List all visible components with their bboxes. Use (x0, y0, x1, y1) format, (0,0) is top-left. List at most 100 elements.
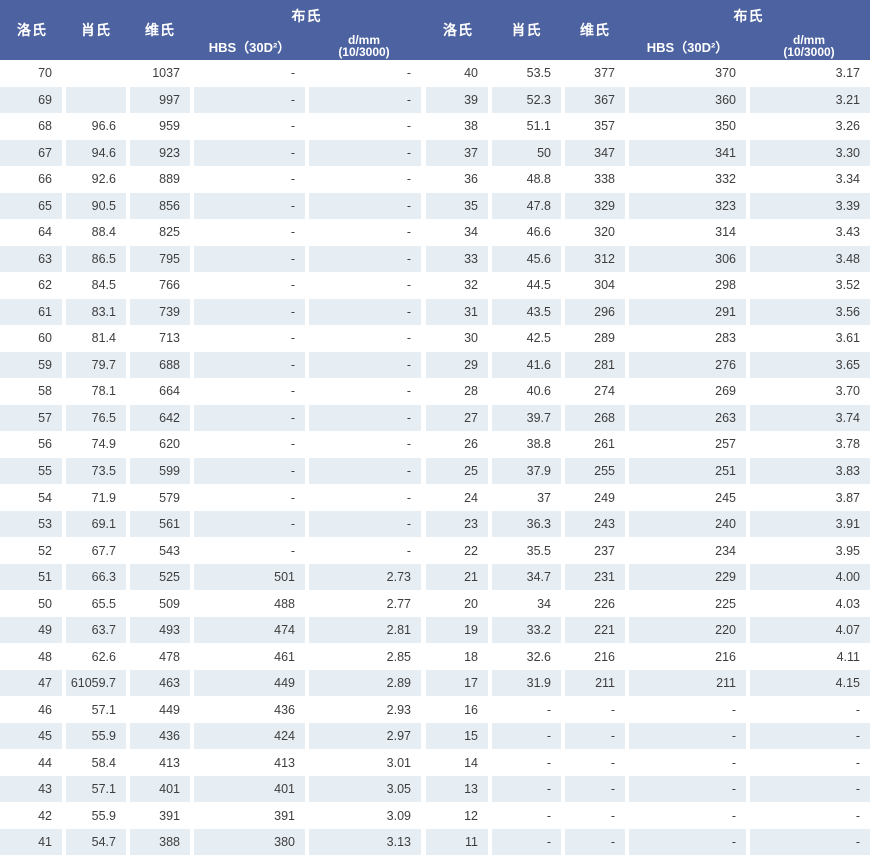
cell-vickers: 289 (561, 325, 627, 352)
cell-shore: 36.3 (488, 510, 563, 538)
cell-dmm: 3.17 (746, 60, 870, 87)
cell-shore: 74.9 (62, 431, 128, 458)
cell-dmm: - (305, 378, 421, 405)
table-row: 31 43.5 296 291 3.56 (426, 298, 870, 326)
cell-dmm: - (746, 802, 870, 829)
cell-shore: 44.5 (488, 272, 563, 299)
cell-rockwell: 42 (0, 802, 64, 829)
cell-shore: 35.5 (488, 537, 563, 564)
cell-vickers: 543 (126, 537, 192, 564)
table-row: 52 67.7 543 - - (0, 537, 421, 564)
cell-shore: 67.7 (62, 537, 128, 564)
cell-hbs: - (625, 749, 748, 776)
brinell-subheaders: HBS（30D²） d/mm (10/3000) (627, 26, 870, 60)
col-header-vickers: 维氏 (145, 22, 175, 38)
table-row: 70 1037 - - (0, 60, 421, 87)
cell-rockwell: 30 (426, 325, 490, 352)
table-row: 62 84.5 766 - - (0, 272, 421, 299)
cell-rockwell: 58 (0, 378, 64, 405)
cell-dmm: - (305, 166, 421, 193)
cell-rockwell: 57 (0, 404, 64, 432)
cell-rockwell: 31 (426, 298, 490, 326)
cell-rockwell: 59 (0, 351, 64, 379)
cell-vickers: 221 (561, 616, 627, 644)
table-row: 51 66.3 525 501 2.73 (0, 563, 421, 591)
cell-rockwell: 54 (0, 484, 64, 511)
table-row: 26 38.8 261 257 3.78 (426, 431, 870, 458)
cell-hbs: 323 (625, 192, 748, 220)
cell-hbs: - (190, 325, 307, 352)
cell-hbs: 401 (190, 775, 307, 803)
cell-rockwell: 20 (426, 590, 490, 617)
dmm-load-spec: (10/3000) (338, 45, 390, 60)
cell-vickers: 211 (561, 669, 627, 697)
cell-shore: 52.3 (488, 86, 563, 114)
cell-shore: 62.6 (62, 643, 128, 670)
cell-hbs: 220 (625, 616, 748, 644)
cell-hbs: - (190, 192, 307, 220)
cell-shore: 65.5 (62, 590, 128, 617)
table-row: 15 - - - - (426, 722, 870, 750)
cell-vickers: 255 (561, 457, 627, 485)
cell-shore: 58.4 (62, 749, 128, 776)
cell-hbs: 240 (625, 510, 748, 538)
table-row: 21 34.7 231 229 4.00 (426, 563, 870, 591)
table-row: 42 55.9 391 391 3.09 (0, 802, 421, 829)
cell-shore (62, 86, 128, 114)
cell-rockwell: 48 (0, 643, 64, 670)
dmm-label: d/mm (792, 33, 825, 48)
cell-shore: 34 (488, 590, 563, 617)
col-header-rockwell: 洛氏 (17, 22, 47, 38)
cell-shore: 69.1 (62, 510, 128, 538)
cell-vickers: 347 (561, 139, 627, 167)
cell-rockwell: 22 (426, 537, 490, 564)
cell-rockwell: 18 (426, 643, 490, 670)
cell-rockwell: 44 (0, 749, 64, 776)
cell-dmm: 3.95 (746, 537, 870, 564)
table-row: 11 - - - - (426, 828, 870, 856)
cell-vickers: - (561, 775, 627, 803)
cell-shore: 51.1 (488, 113, 563, 140)
table-row: 65 90.5 856 - - (0, 192, 421, 220)
cell-dmm: 3.01 (305, 749, 421, 776)
cell-dmm: - (305, 245, 421, 273)
cell-dmm: - (305, 298, 421, 326)
cell-dmm: 2.97 (305, 722, 421, 750)
table-row: 39 52.3 367 360 3.21 (426, 86, 870, 114)
cell-hbs: - (625, 696, 748, 723)
cell-shore: 79.7 (62, 351, 128, 379)
cell-vickers: 579 (126, 484, 192, 511)
table-row: 20 34 226 225 4.03 (426, 590, 870, 617)
cell-vickers: 766 (126, 272, 192, 299)
cell-dmm: 4.00 (746, 563, 870, 591)
cell-rockwell: 24 (426, 484, 490, 511)
cell-shore: 57.1 (62, 696, 128, 723)
table-row: 33 45.6 312 306 3.48 (426, 245, 870, 273)
cell-hbs: 245 (625, 484, 748, 511)
cell-dmm: - (305, 431, 421, 458)
cell-hbs: 263 (625, 404, 748, 432)
cell-shore: 76.5 (62, 404, 128, 432)
cell-dmm: 3.87 (746, 484, 870, 511)
cell-hbs: - (190, 272, 307, 299)
cell-shore: 61059.7 (62, 669, 128, 697)
cell-shore: 92.6 (62, 166, 128, 193)
table-row: 37 50 347 341 3.30 (426, 139, 870, 167)
cell-vickers: 1037 (126, 60, 192, 87)
cell-rockwell: 16 (426, 696, 490, 723)
table-row: 54 71.9 579 - - (0, 484, 421, 511)
cell-hbs: - (625, 802, 748, 829)
cell-hbs: - (190, 86, 307, 114)
table-row: 46 57.1 449 436 2.93 (0, 696, 421, 723)
table-row: 14 - - - - (426, 749, 870, 776)
cell-hbs: 474 (190, 616, 307, 644)
cell-shore: - (488, 802, 563, 829)
cell-dmm: - (305, 219, 421, 246)
cell-hbs: 488 (190, 590, 307, 617)
cell-vickers: 357 (561, 113, 627, 140)
cell-dmm: - (305, 351, 421, 379)
cell-rockwell: 50 (0, 590, 64, 617)
cell-dmm: 3.21 (746, 86, 870, 114)
cell-vickers: - (561, 749, 627, 776)
